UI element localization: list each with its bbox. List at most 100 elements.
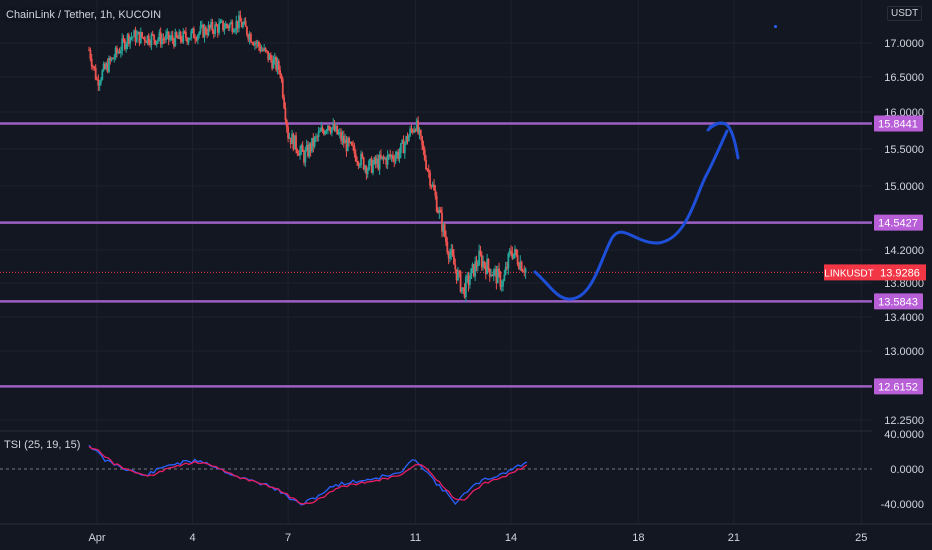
candle-body	[267, 51, 270, 60]
candle-body	[167, 31, 170, 40]
candle-body	[410, 128, 413, 130]
candle-body	[377, 158, 380, 170]
candle-body	[279, 69, 282, 76]
candle-body	[407, 135, 410, 142]
currency-badge[interactable]: USDT	[887, 6, 923, 21]
candle-body	[429, 172, 431, 186]
candle-body	[101, 70, 104, 80]
candle-body	[224, 24, 227, 29]
candle-body	[108, 58, 110, 72]
candle-body	[288, 137, 291, 139]
candle-body	[292, 133, 295, 150]
candle-body	[476, 265, 479, 267]
candle-body	[174, 32, 177, 47]
candle-body	[175, 32, 178, 37]
candle-body	[459, 271, 462, 292]
candle-body	[520, 261, 523, 271]
candle-body	[215, 24, 218, 27]
forecast-arrowhead[interactable]	[706, 121, 740, 160]
candle-body	[419, 129, 422, 137]
candle-body	[305, 145, 308, 151]
candle-body	[350, 141, 353, 146]
candle-body	[394, 156, 397, 162]
candle-body	[332, 123, 335, 128]
candle-body	[261, 49, 264, 51]
price-tick-label: 16.5000	[884, 72, 924, 84]
level-label: 12.6152	[874, 378, 923, 395]
candle-body	[386, 154, 389, 165]
candle-body	[268, 54, 271, 60]
candle-body	[287, 127, 289, 139]
candle-body	[181, 39, 183, 42]
candle-body	[232, 31, 235, 33]
candle-body	[169, 38, 171, 40]
candle-body	[98, 82, 101, 86]
candle-body	[194, 38, 197, 40]
candle-body	[389, 154, 392, 157]
candle-body	[157, 39, 159, 42]
candle-body	[358, 165, 361, 167]
candle-body	[192, 28, 195, 39]
candle-body	[211, 21, 214, 32]
level-label-text: 13.5843	[878, 296, 918, 308]
candle-body	[231, 22, 234, 32]
candle-body	[415, 120, 418, 131]
candle-body	[307, 145, 309, 157]
candle-body	[337, 133, 340, 135]
candle-body	[137, 31, 140, 35]
candle-body	[303, 151, 305, 163]
candle-body	[461, 287, 463, 292]
candle-body	[500, 286, 503, 288]
candle-body	[234, 29, 236, 32]
candle-body	[446, 241, 449, 253]
candle-body	[222, 20, 224, 31]
candle-body	[340, 132, 343, 141]
candle-body	[248, 34, 251, 40]
tsi-axis: 40.0000 0.0000 -40.0000	[881, 429, 924, 511]
candle-body	[293, 135, 296, 150]
candle-body	[242, 24, 244, 28]
candle-body	[475, 261, 478, 267]
candle-body	[346, 138, 349, 152]
chart-title: ChainLink / Tether, 1h, KUCOIN	[6, 9, 162, 21]
candle-body	[240, 21, 243, 28]
horizontal-levels[interactable]	[0, 122, 872, 388]
candle-body	[433, 184, 435, 191]
candle-body	[104, 63, 106, 69]
candle-body	[312, 137, 315, 147]
candle-body	[348, 138, 351, 143]
candle-body	[259, 46, 262, 52]
candle-body	[96, 79, 98, 81]
candle-body	[191, 28, 194, 32]
candle-body	[251, 42, 254, 44]
candle-body	[190, 31, 193, 38]
candle-body	[300, 145, 303, 150]
candle-body	[328, 125, 331, 130]
candle-body	[291, 133, 293, 144]
candle-body	[90, 58, 93, 67]
candle-body	[463, 287, 466, 298]
candle-body	[228, 23, 231, 29]
forecast-drawing[interactable]	[533, 129, 729, 301]
candle-body	[393, 159, 396, 162]
candle-body	[381, 156, 384, 159]
candle-body	[118, 51, 121, 54]
candle-body	[487, 259, 490, 269]
candle-body	[385, 158, 388, 165]
candle-body	[117, 51, 120, 53]
time-axis[interactable]: Apr 4 7 11 14 18 21 25	[0, 523, 932, 550]
price-tick-label: 13.0000	[884, 346, 924, 358]
candle-body	[423, 149, 426, 161]
candle-body	[208, 25, 211, 28]
candle-body	[453, 255, 455, 265]
candle-body	[155, 41, 158, 45]
drawing-dot	[774, 25, 777, 28]
candle-body	[366, 169, 369, 175]
candle-body	[478, 250, 481, 266]
candle-body	[161, 38, 163, 45]
candle-body	[365, 166, 368, 175]
candle-body	[139, 32, 142, 44]
candle-body	[252, 43, 255, 46]
candle-body	[247, 34, 250, 40]
